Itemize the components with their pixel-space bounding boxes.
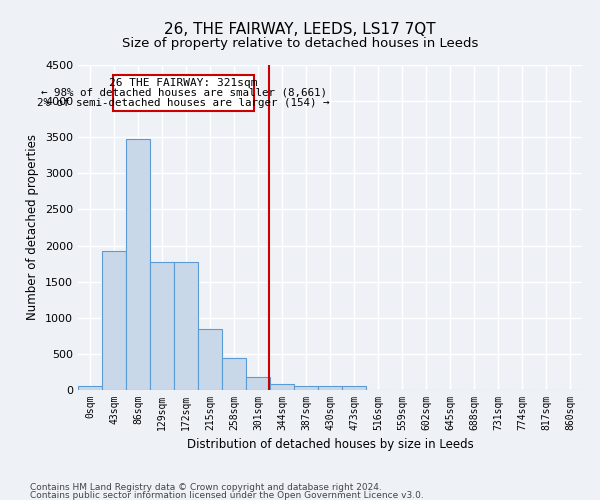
Bar [126,138,150,390]
Bar [246,378,270,390]
Text: 2% of semi-detached houses are larger (154) →: 2% of semi-detached houses are larger (1… [37,98,330,108]
Text: Contains HM Land Registry data © Crown copyright and database right 2024.: Contains HM Land Registry data © Crown c… [30,484,382,492]
FancyBboxPatch shape [113,75,254,110]
Bar [198,328,222,390]
Bar [78,386,102,390]
Bar [342,386,366,390]
Bar [318,386,342,390]
Y-axis label: Number of detached properties: Number of detached properties [26,134,40,320]
Bar [174,262,198,390]
Text: Contains public sector information licensed under the Open Government Licence v3: Contains public sector information licen… [30,491,424,500]
Text: ← 98% of detached houses are smaller (8,661): ← 98% of detached houses are smaller (8,… [41,88,326,98]
Text: 26 THE FAIRWAY: 321sqm: 26 THE FAIRWAY: 321sqm [109,78,258,88]
Bar [222,358,246,390]
X-axis label: Distribution of detached houses by size in Leeds: Distribution of detached houses by size … [187,438,473,452]
Bar [294,386,318,390]
Text: Size of property relative to detached houses in Leeds: Size of property relative to detached ho… [122,38,478,51]
Text: 26, THE FAIRWAY, LEEDS, LS17 7QT: 26, THE FAIRWAY, LEEDS, LS17 7QT [164,22,436,38]
Bar [102,252,126,390]
Bar [270,384,294,390]
Bar [150,262,174,390]
